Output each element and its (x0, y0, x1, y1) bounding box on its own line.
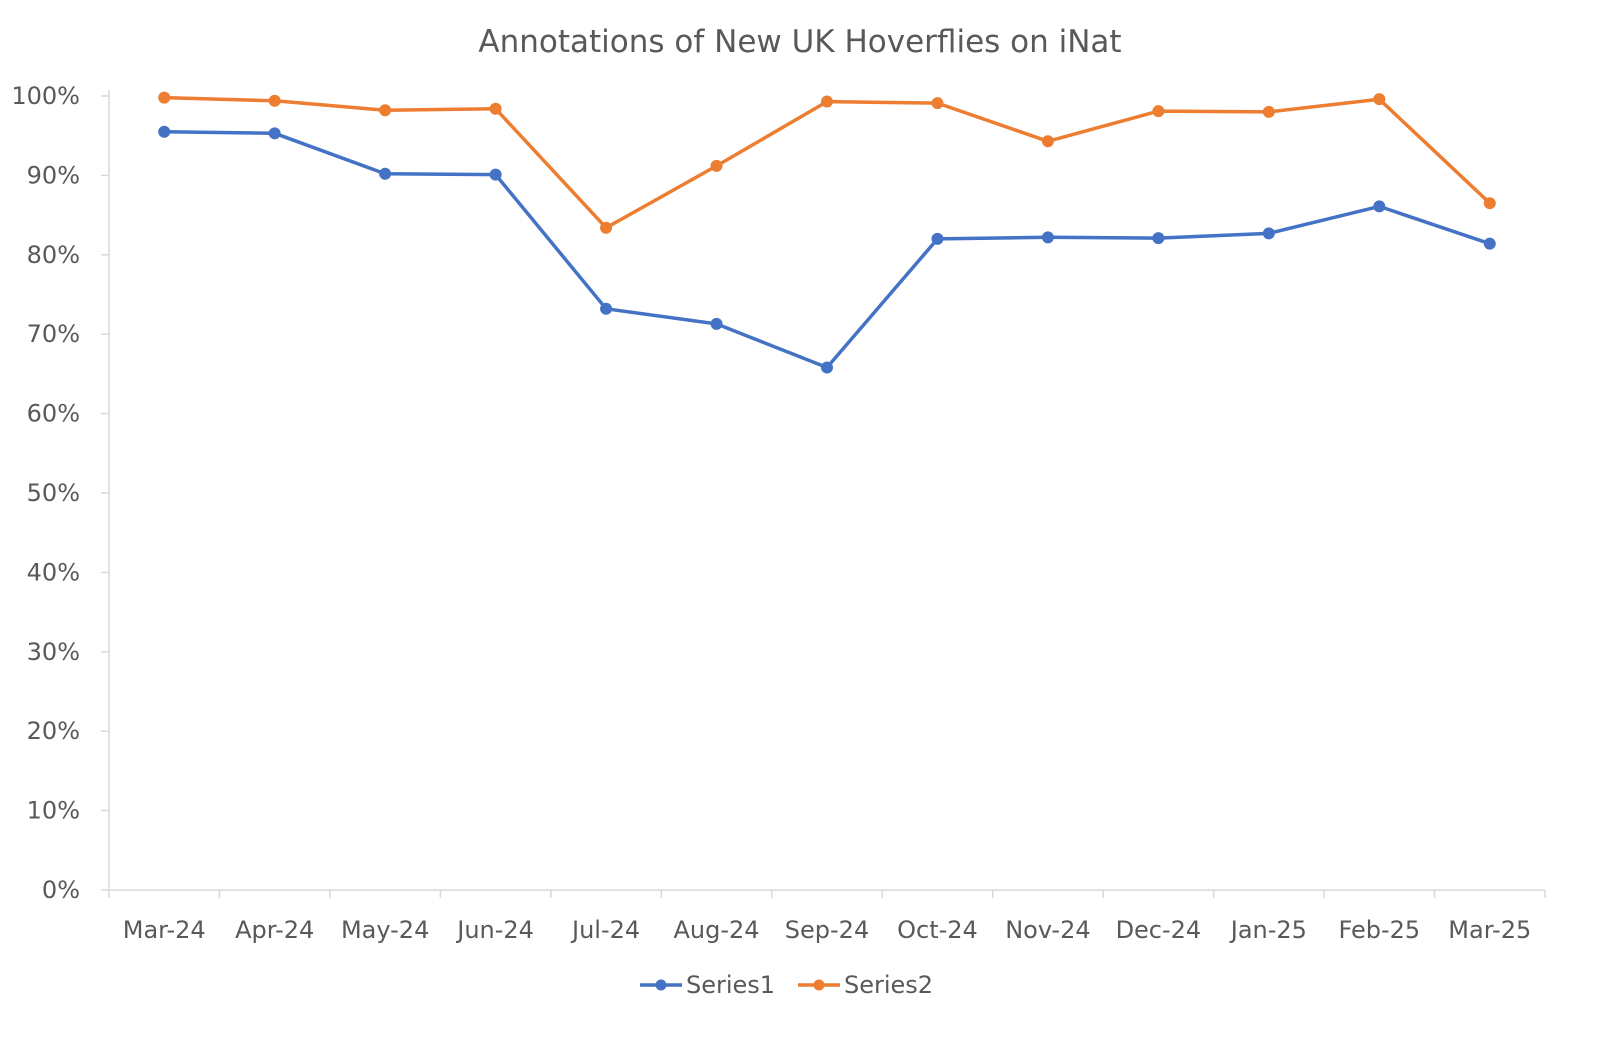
y-tick-label: 0% (42, 876, 80, 904)
data-point (158, 125, 171, 138)
data-point (931, 232, 944, 245)
data-point (710, 317, 723, 330)
y-tick-label: 60% (27, 400, 80, 428)
series-line (162, 129, 1492, 370)
legend-swatch-marker (655, 979, 667, 991)
y-tick-label: 10% (27, 797, 80, 825)
legend-item: Series1 (640, 971, 775, 999)
y-tick-label: 30% (27, 638, 80, 666)
y-tick-label: 70% (27, 320, 80, 348)
y-tick-label: 50% (27, 479, 80, 507)
data-point (379, 167, 392, 180)
x-tick-label: Apr-24 (235, 916, 314, 944)
x-tick-label: Aug-24 (674, 916, 760, 944)
data-point (1483, 237, 1496, 250)
x-tick-label: Oct-24 (897, 916, 978, 944)
data-point (1483, 197, 1496, 210)
x-tick-label: Feb-25 (1338, 916, 1420, 944)
data-point (821, 361, 833, 374)
x-tick-label: Dec-24 (1116, 916, 1202, 944)
data-point (268, 94, 281, 107)
data-point (1262, 227, 1275, 240)
data-point (268, 127, 281, 140)
data-point (1152, 105, 1165, 118)
x-tick-label: May-24 (341, 916, 429, 944)
x-tick-label: Mar-24 (123, 916, 206, 944)
data-point (1373, 200, 1386, 213)
x-axis: Mar-24 Apr-24 May-24 Jun-24 Jul-24 Aug-24 Sep-… (108, 889, 1546, 944)
legend-label: Series2 (844, 971, 933, 999)
x-tick-label: Sep-24 (785, 916, 869, 944)
chart-title: Annotations of New UK Hoverflies on iNat (478, 24, 1121, 60)
series-line (162, 95, 1492, 230)
series-layer (158, 91, 1496, 374)
data-point (158, 91, 171, 104)
data-point (710, 159, 723, 172)
x-tick-label: Jun-24 (455, 916, 534, 944)
data-point (1152, 232, 1165, 245)
data-point (1262, 105, 1275, 118)
y-tick-label: 90% (27, 161, 80, 189)
data-point (821, 95, 833, 108)
data-point (489, 168, 502, 181)
x-tick-label: Jul-24 (570, 916, 640, 944)
data-point (600, 221, 613, 234)
legend: Series1 Series2 (640, 971, 933, 999)
y-tick-label: 40% (27, 558, 80, 586)
data-point (1041, 231, 1054, 244)
y-axis: 0% 10% 20% 30% 40% 50% 60% 70% 80% 90% 100% (11, 82, 110, 904)
data-point (931, 97, 944, 110)
legend-item: Series2 (798, 971, 933, 999)
series-1 (158, 125, 1496, 374)
y-tick-label: 20% (27, 717, 80, 745)
x-tick-label: Mar-25 (1448, 916, 1531, 944)
y-tick-label: 100% (11, 82, 80, 110)
data-point (1373, 93, 1386, 106)
data-point (489, 102, 502, 115)
x-tick-label: Jan-25 (1229, 916, 1307, 944)
x-tick-label: Nov-24 (1005, 916, 1090, 944)
data-point (1041, 135, 1054, 148)
legend-label: Series1 (686, 971, 775, 999)
data-point (379, 104, 392, 117)
series-2 (158, 91, 1496, 234)
data-point (600, 302, 613, 315)
y-tick-label: 80% (27, 241, 80, 269)
legend-swatch-marker (813, 979, 825, 991)
